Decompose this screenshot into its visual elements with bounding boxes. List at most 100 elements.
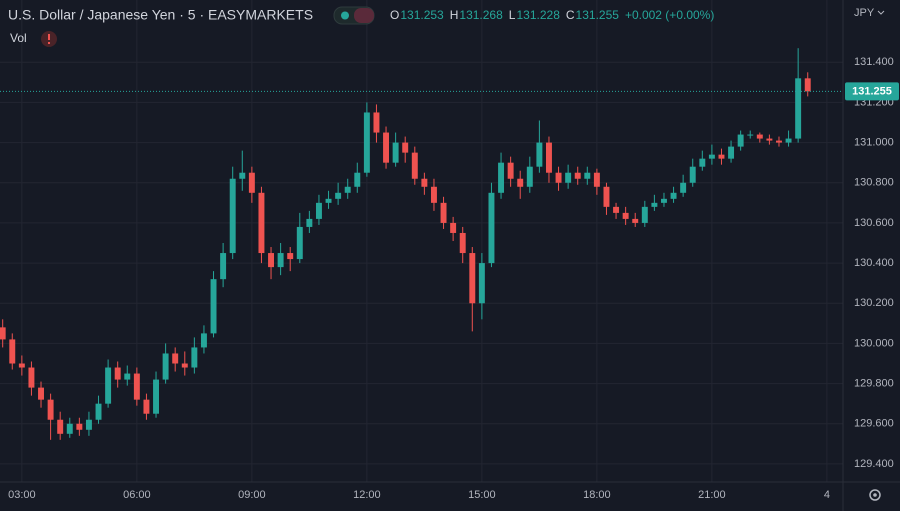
candle-body <box>603 186 610 207</box>
toggle-dot <box>341 11 349 20</box>
candle-body <box>0 327 6 340</box>
x-tick-label: 4 <box>824 489 830 501</box>
ohlc-label: C <box>566 8 575 22</box>
candle-body <box>277 253 284 268</box>
candle-body <box>747 134 754 136</box>
x-tick-label: 06:00 <box>123 489 151 501</box>
candle-body <box>450 222 457 233</box>
candle-body <box>181 363 188 368</box>
settings-icon[interactable] <box>869 489 881 501</box>
candle-body <box>95 403 102 420</box>
y-tick-label: 129.800 <box>854 377 894 389</box>
candle-body <box>28 367 35 388</box>
candle-body <box>287 253 294 260</box>
y-tick-label: 130.600 <box>854 217 894 229</box>
candle-body <box>651 202 658 207</box>
y-tick-label: 131.000 <box>854 136 894 148</box>
candle-body <box>296 226 303 260</box>
currency-label[interactable]: JPY <box>854 7 875 19</box>
candle-body <box>210 279 217 334</box>
candle-body <box>593 172 600 187</box>
ohlc-value: 131.228 <box>516 8 560 22</box>
candle-body <box>536 142 543 167</box>
candle-body <box>507 162 514 179</box>
candle-body <box>766 138 773 141</box>
candle-body <box>66 423 73 434</box>
candle-body <box>229 178 236 254</box>
candle-body <box>344 186 351 193</box>
y-tick-label: 129.400 <box>854 458 894 470</box>
last-price-label: 131.255 <box>852 85 892 97</box>
candle-body <box>124 373 131 380</box>
x-tick-label: 15:00 <box>468 489 496 501</box>
candle-body <box>239 172 246 179</box>
candle-body <box>306 218 313 227</box>
candle-body <box>613 206 620 213</box>
candle-body <box>18 363 25 368</box>
candle-body <box>526 166 533 187</box>
candle-body <box>737 134 744 147</box>
candle-body <box>47 399 54 420</box>
candle-body <box>268 253 275 268</box>
candle-body <box>114 367 121 380</box>
candle-body <box>354 172 361 187</box>
candle-body <box>498 162 505 193</box>
candle-body <box>584 172 591 179</box>
candle-body <box>200 333 207 348</box>
candle-body <box>804 78 811 92</box>
ohlc-value: 131.268 <box>459 8 503 22</box>
candle-body <box>392 142 399 163</box>
candle-body <box>785 138 792 143</box>
candle-body <box>478 263 485 304</box>
candle-body <box>162 353 169 380</box>
candle-body <box>555 172 562 183</box>
x-tick-label: 21:00 <box>698 489 726 501</box>
candle-body <box>622 212 629 219</box>
y-tick-label: 129.600 <box>854 418 894 430</box>
candle-body <box>680 182 687 193</box>
ohlc-label: O <box>390 8 399 22</box>
candle-body <box>411 152 418 179</box>
candle-body <box>632 218 639 223</box>
currency-caret <box>877 10 885 15</box>
candle-body <box>76 423 83 430</box>
candle-body <box>430 186 437 203</box>
warning-mark <box>48 34 50 40</box>
candle-body <box>315 202 322 219</box>
candle-body <box>545 142 552 173</box>
header: U.S. Dollar / Japanese Yen · 5 · EASYMAR… <box>8 6 885 47</box>
toggle-bars[interactable] <box>354 8 374 23</box>
axes: 129.400 129.600 129.800 130.000 130.200 130.4… <box>0 56 899 501</box>
candle-body <box>258 192 265 254</box>
candles <box>0 48 811 440</box>
warning-dot <box>48 42 50 44</box>
candle-body <box>440 202 447 223</box>
candle-body <box>220 253 227 280</box>
x-tick-label: 18:00 <box>583 489 611 501</box>
y-tick-label: 130.200 <box>854 297 894 309</box>
candle-body <box>172 353 179 364</box>
candle-body <box>143 399 150 414</box>
candle-body <box>85 419 92 430</box>
y-tick-label: 130.800 <box>854 177 894 189</box>
candle-body <box>38 387 44 400</box>
y-tick-label: 130.400 <box>854 257 894 269</box>
candle-body <box>402 142 409 153</box>
candle-body <box>325 198 332 203</box>
candle-body <box>517 178 524 187</box>
candle-body <box>670 192 677 199</box>
ohlc-label: L <box>509 8 516 22</box>
x-tick-label: 09:00 <box>238 489 266 501</box>
y-tick-label: 131.400 <box>854 56 894 68</box>
candle-body <box>699 158 706 167</box>
candle-body <box>718 154 725 159</box>
candle-body <box>421 178 428 187</box>
candle-body <box>133 373 140 400</box>
candle-body <box>488 192 495 264</box>
candle-body <box>708 154 715 159</box>
chart-title: U.S. Dollar / Japanese Yen · 5 · EASYMAR… <box>8 7 313 23</box>
candle-body <box>57 419 64 434</box>
x-tick-label: 12:00 <box>353 489 381 501</box>
